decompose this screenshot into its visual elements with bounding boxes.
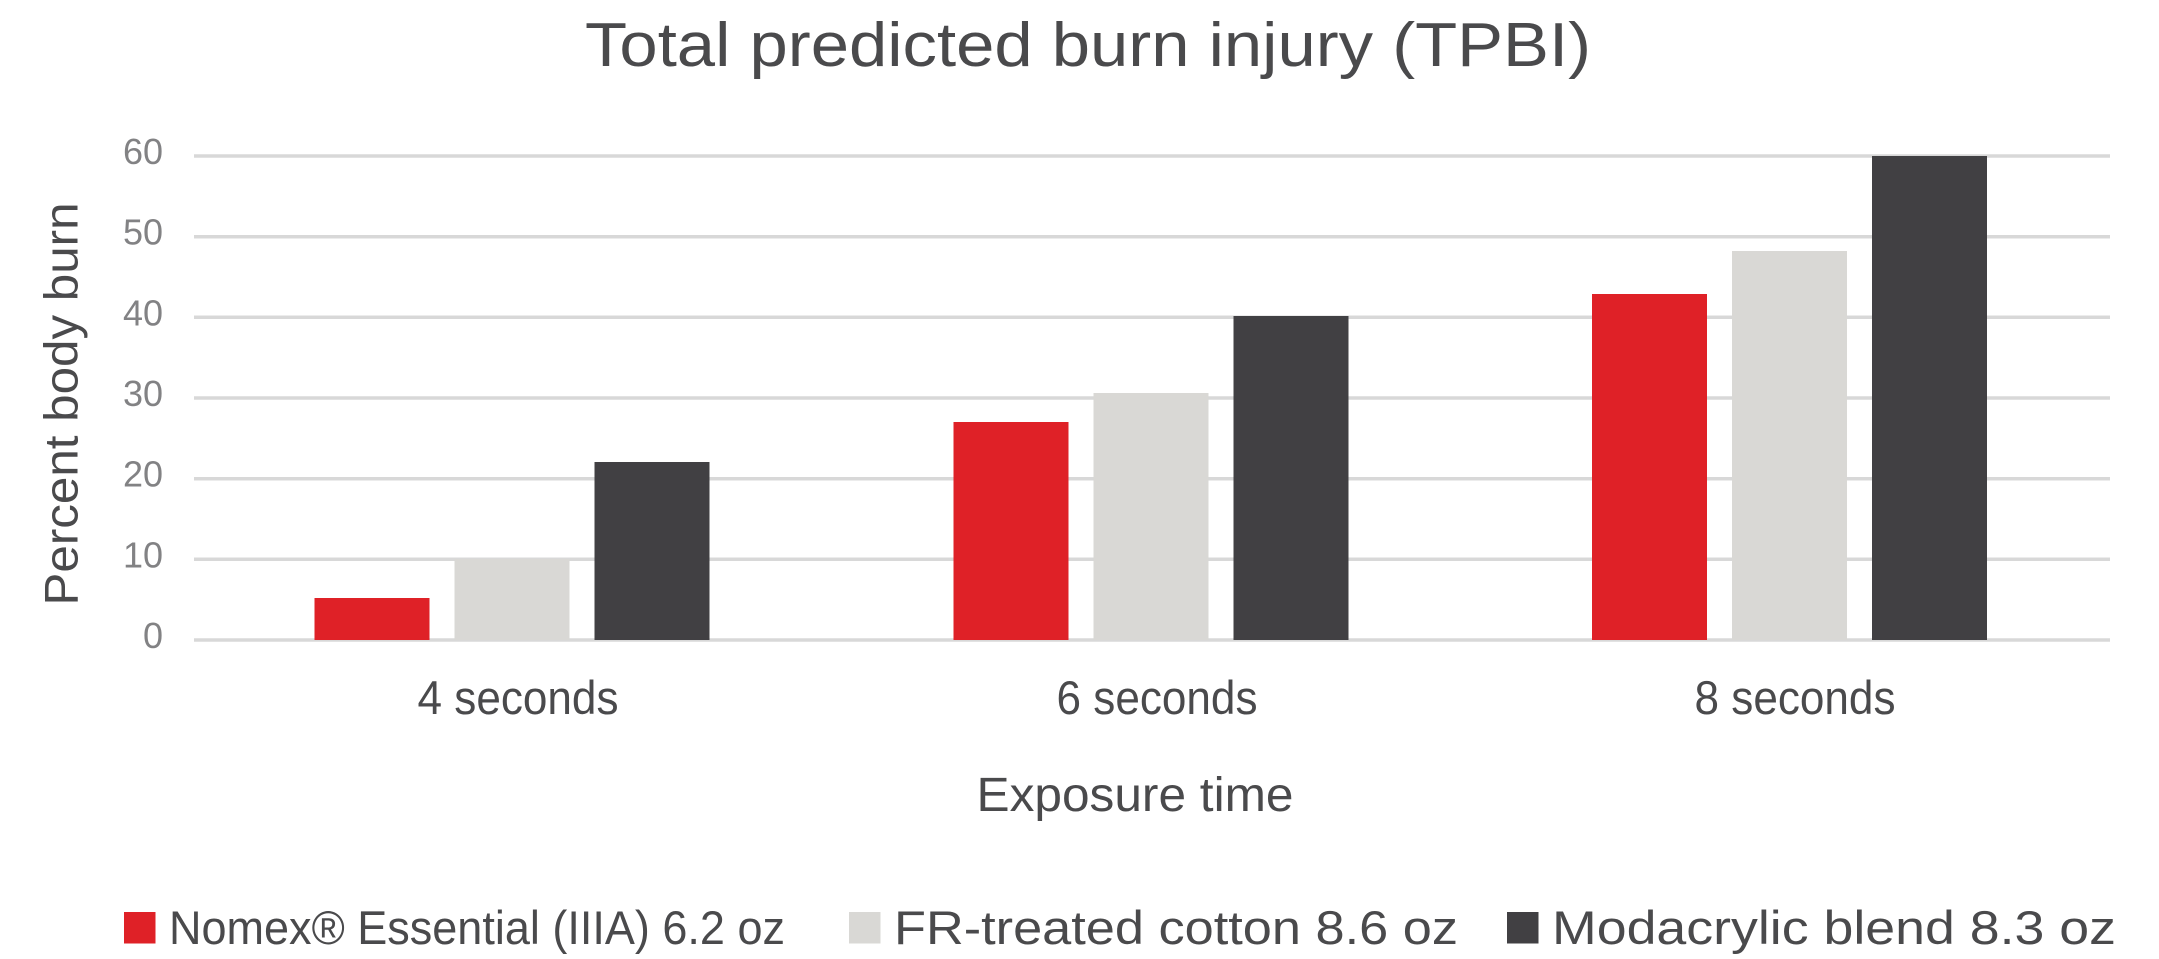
svg-text:50: 50: [123, 212, 163, 253]
svg-text:Exposure time: Exposure time: [977, 769, 1294, 822]
svg-text:20: 20: [123, 454, 163, 495]
svg-text:40: 40: [123, 292, 163, 333]
svg-text:60: 60: [123, 131, 163, 172]
svg-text:8 seconds: 8 seconds: [1695, 671, 1896, 724]
svg-text:4 seconds: 4 seconds: [418, 671, 619, 724]
svg-text:FR-treated cotton 8.6 oz: FR-treated cotton 8.6 oz: [894, 901, 1458, 954]
svg-text:Total predicted burn injury (T: Total predicted burn injury (TPBI): [585, 11, 1591, 80]
svg-text:6 seconds: 6 seconds: [1057, 671, 1258, 724]
svg-text:10: 10: [123, 534, 163, 575]
svg-text:Percent body burn: Percent body burn: [35, 202, 88, 605]
svg-text:30: 30: [123, 373, 163, 414]
svg-text:Modacrylic blend 8.3 oz: Modacrylic blend 8.3 oz: [1552, 901, 2116, 954]
svg-text:Nomex® Essential (IIIA) 6.2 oz: Nomex® Essential (IIIA) 6.2 oz: [169, 901, 785, 954]
svg-text:0: 0: [143, 615, 163, 656]
